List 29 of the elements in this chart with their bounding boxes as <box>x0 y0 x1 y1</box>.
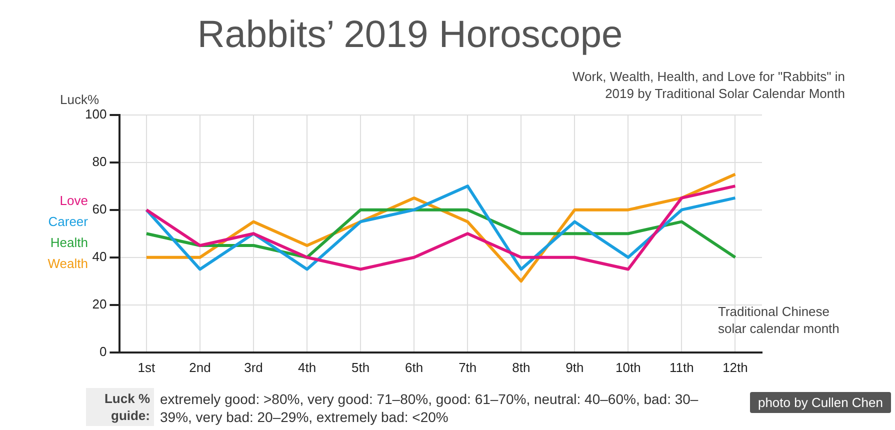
x-tick-label: 11th <box>670 360 694 375</box>
text: Luck % guide: <box>86 388 154 426</box>
y-tick-label: 80 <box>92 154 107 169</box>
x-tick-label: 7th <box>458 360 477 375</box>
x-tick-label: 3rd <box>244 360 263 375</box>
text: photo by Cullen Chen <box>750 392 891 413</box>
x-axis-title: Traditional Chinese solar calendar month <box>718 303 840 337</box>
x-tick-label: 6th <box>405 360 424 375</box>
x-tick-label: 5th <box>352 360 370 375</box>
x-tick-label: 12th <box>722 360 748 375</box>
text: Love <box>58 192 88 210</box>
x-tick-label: 10th <box>616 360 641 375</box>
chart-subtitle: Work, Wealth, Health, and Love for "Rabbits" in 2019 by Traditional Solar Calendar Month <box>572 68 845 102</box>
chart-title: Rabbits’ 2019 Horoscope <box>196 14 624 57</box>
x-tick-label: 2nd <box>189 360 211 375</box>
x-tick-label: 1st <box>138 360 156 375</box>
text: Career <box>47 213 88 231</box>
text: Health <box>49 234 88 252</box>
x-tick-label: 4th <box>298 360 316 375</box>
x-tick-label: 9th <box>566 360 584 375</box>
y-tick-label: 100 <box>84 106 107 122</box>
y-tick-label: 60 <box>92 201 107 216</box>
text: extremely good: >80%, very good: 71–80%, good: 61–70%, neutral: 40–60%, bad: 30–39%, very bad: 20–29%, extremely bad: <20% <box>160 390 700 426</box>
y-tick-label: 20 <box>92 296 107 312</box>
y-tick-label: 40 <box>92 248 107 264</box>
x-tick-label: 8th <box>512 360 530 375</box>
y-axis-title: Luck% <box>60 92 100 107</box>
y-tick-label: 0 <box>99 344 107 359</box>
text: Wealth <box>46 255 88 273</box>
